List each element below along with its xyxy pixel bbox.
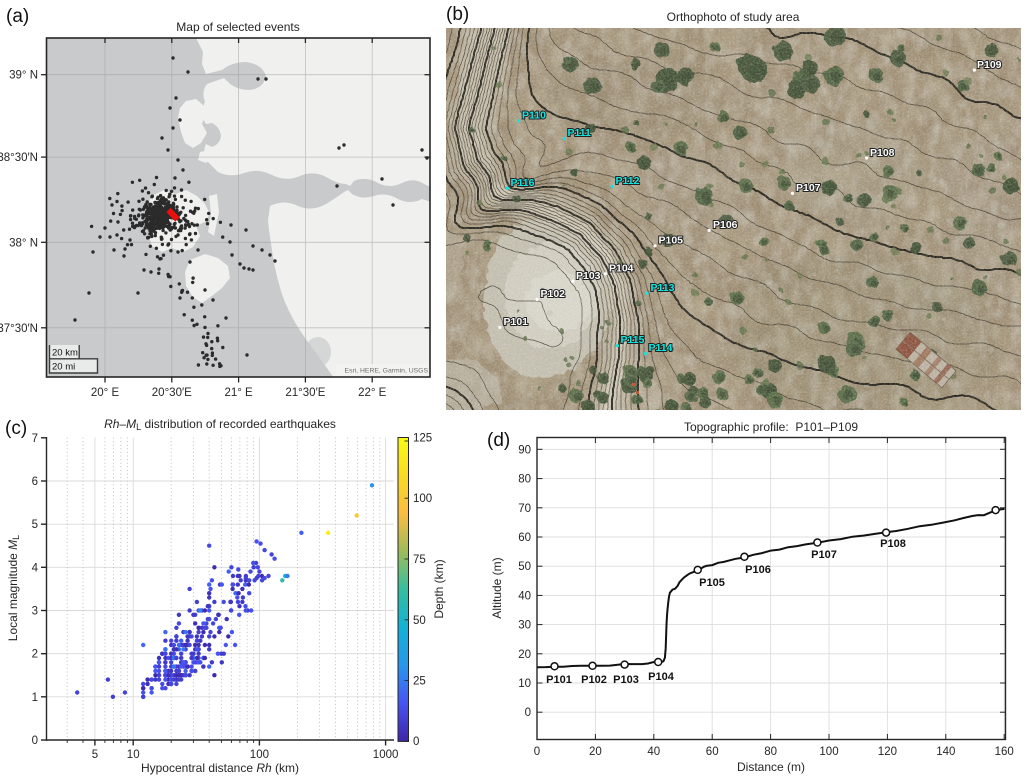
svg-text:21° E: 21° E	[224, 387, 253, 399]
svg-text:6: 6	[32, 476, 38, 488]
svg-text:21°30′E: 21°30′E	[285, 387, 325, 399]
svg-text:0: 0	[413, 736, 419, 748]
svg-text:100: 100	[819, 746, 838, 758]
svg-text:Topographic profile: P101–P10: Topographic profile: P101–P109	[684, 420, 858, 434]
svg-text:0: 0	[534, 746, 540, 758]
svg-text:60: 60	[706, 746, 719, 758]
svg-text:P113: P113	[651, 282, 675, 294]
svg-text:P105: P105	[699, 577, 725, 589]
svg-text:160: 160	[995, 746, 1014, 758]
svg-text:20°30′E: 20°30′E	[152, 387, 192, 399]
svg-text:(c): (c)	[5, 418, 27, 439]
svg-text:22° E: 22° E	[358, 387, 387, 399]
svg-text:125: 125	[413, 432, 432, 444]
svg-text:60: 60	[518, 532, 531, 544]
svg-text:(d): (d)	[487, 430, 510, 451]
svg-text:Altitude (m): Altitude (m)	[490, 557, 504, 618]
svg-text:20: 20	[589, 746, 602, 758]
svg-text:20: 20	[518, 649, 531, 661]
svg-text:0: 0	[525, 707, 531, 719]
svg-text:(a): (a)	[6, 6, 29, 27]
svg-text:Rh–ML distribution of recorded: Rh–ML distribution of recorded earthquak…	[104, 417, 336, 432]
svg-text:40: 40	[518, 590, 531, 602]
svg-text:P101: P101	[546, 674, 572, 686]
svg-text:1: 1	[32, 692, 38, 704]
svg-text:Depth (km): Depth (km)	[432, 559, 446, 618]
svg-text:P105: P105	[659, 235, 684, 247]
svg-text:38°30′N: 38°30′N	[0, 152, 38, 164]
svg-text:30: 30	[518, 620, 531, 632]
svg-text:P106: P106	[745, 564, 771, 576]
svg-text:7: 7	[32, 433, 38, 445]
svg-text:Orthophoto of study area: Orthophoto of study area	[667, 10, 800, 24]
svg-text:100: 100	[250, 749, 269, 761]
svg-text:40: 40	[647, 746, 660, 758]
svg-text:P115: P115	[621, 334, 645, 346]
svg-text:25: 25	[413, 676, 426, 688]
svg-text:70: 70	[518, 503, 531, 515]
svg-text:P114: P114	[649, 342, 673, 354]
svg-text:P102: P102	[581, 674, 607, 686]
svg-text:(b): (b)	[446, 4, 469, 25]
svg-text:P104: P104	[609, 263, 634, 275]
svg-text:20 mi: 20 mi	[52, 362, 75, 373]
svg-text:140: 140	[936, 746, 955, 758]
svg-text:P101: P101	[504, 316, 529, 328]
svg-text:37°30′N: 37°30′N	[0, 323, 38, 335]
svg-text:Distance (m): Distance (m)	[737, 760, 805, 774]
svg-text:0: 0	[32, 735, 38, 747]
svg-text:P110: P110	[522, 110, 546, 122]
svg-text:P109: P109	[977, 59, 1002, 71]
svg-text:20° E: 20° E	[91, 387, 120, 399]
svg-text:4: 4	[32, 562, 39, 574]
svg-text:P116: P116	[511, 177, 535, 189]
svg-text:120: 120	[878, 746, 897, 758]
svg-text:1000: 1000	[373, 749, 399, 761]
svg-text:P108: P108	[880, 538, 906, 550]
svg-text:5: 5	[92, 749, 98, 761]
svg-text:P112: P112	[616, 175, 640, 187]
svg-text:90: 90	[518, 444, 531, 456]
svg-text:10: 10	[127, 749, 140, 761]
svg-text:P111: P111	[568, 127, 592, 139]
svg-text:50: 50	[518, 561, 531, 573]
svg-text:P103: P103	[576, 270, 601, 282]
svg-text:Local magnitude ML: Local magnitude ML	[6, 535, 21, 641]
svg-text:2: 2	[32, 649, 38, 661]
svg-text:39° N: 39° N	[9, 70, 38, 82]
svg-text:5: 5	[32, 519, 38, 531]
svg-text:3: 3	[32, 606, 38, 618]
svg-text:Map of selected events: Map of selected events	[176, 20, 299, 34]
svg-text:P107: P107	[796, 182, 821, 194]
svg-text:P108: P108	[870, 147, 895, 159]
svg-text:P106: P106	[713, 219, 738, 231]
svg-text:P102: P102	[541, 288, 566, 300]
svg-text:P107: P107	[811, 549, 837, 561]
svg-text:80: 80	[764, 746, 777, 758]
svg-text:80: 80	[518, 474, 531, 486]
svg-text:P103: P103	[613, 674, 639, 686]
svg-text:75: 75	[413, 554, 426, 566]
svg-text:Esri, HERE, Garmin, USGS: Esri, HERE, Garmin, USGS	[345, 368, 429, 375]
svg-text:50: 50	[413, 615, 426, 627]
svg-text:100: 100	[413, 493, 432, 505]
svg-text:P104: P104	[648, 671, 675, 683]
svg-text:Hypocentral distance Rh (km): Hypocentral distance Rh (km)	[141, 761, 299, 775]
svg-text:20 km: 20 km	[52, 348, 78, 359]
svg-text:10: 10	[518, 678, 531, 690]
svg-text:38° N: 38° N	[9, 237, 38, 249]
